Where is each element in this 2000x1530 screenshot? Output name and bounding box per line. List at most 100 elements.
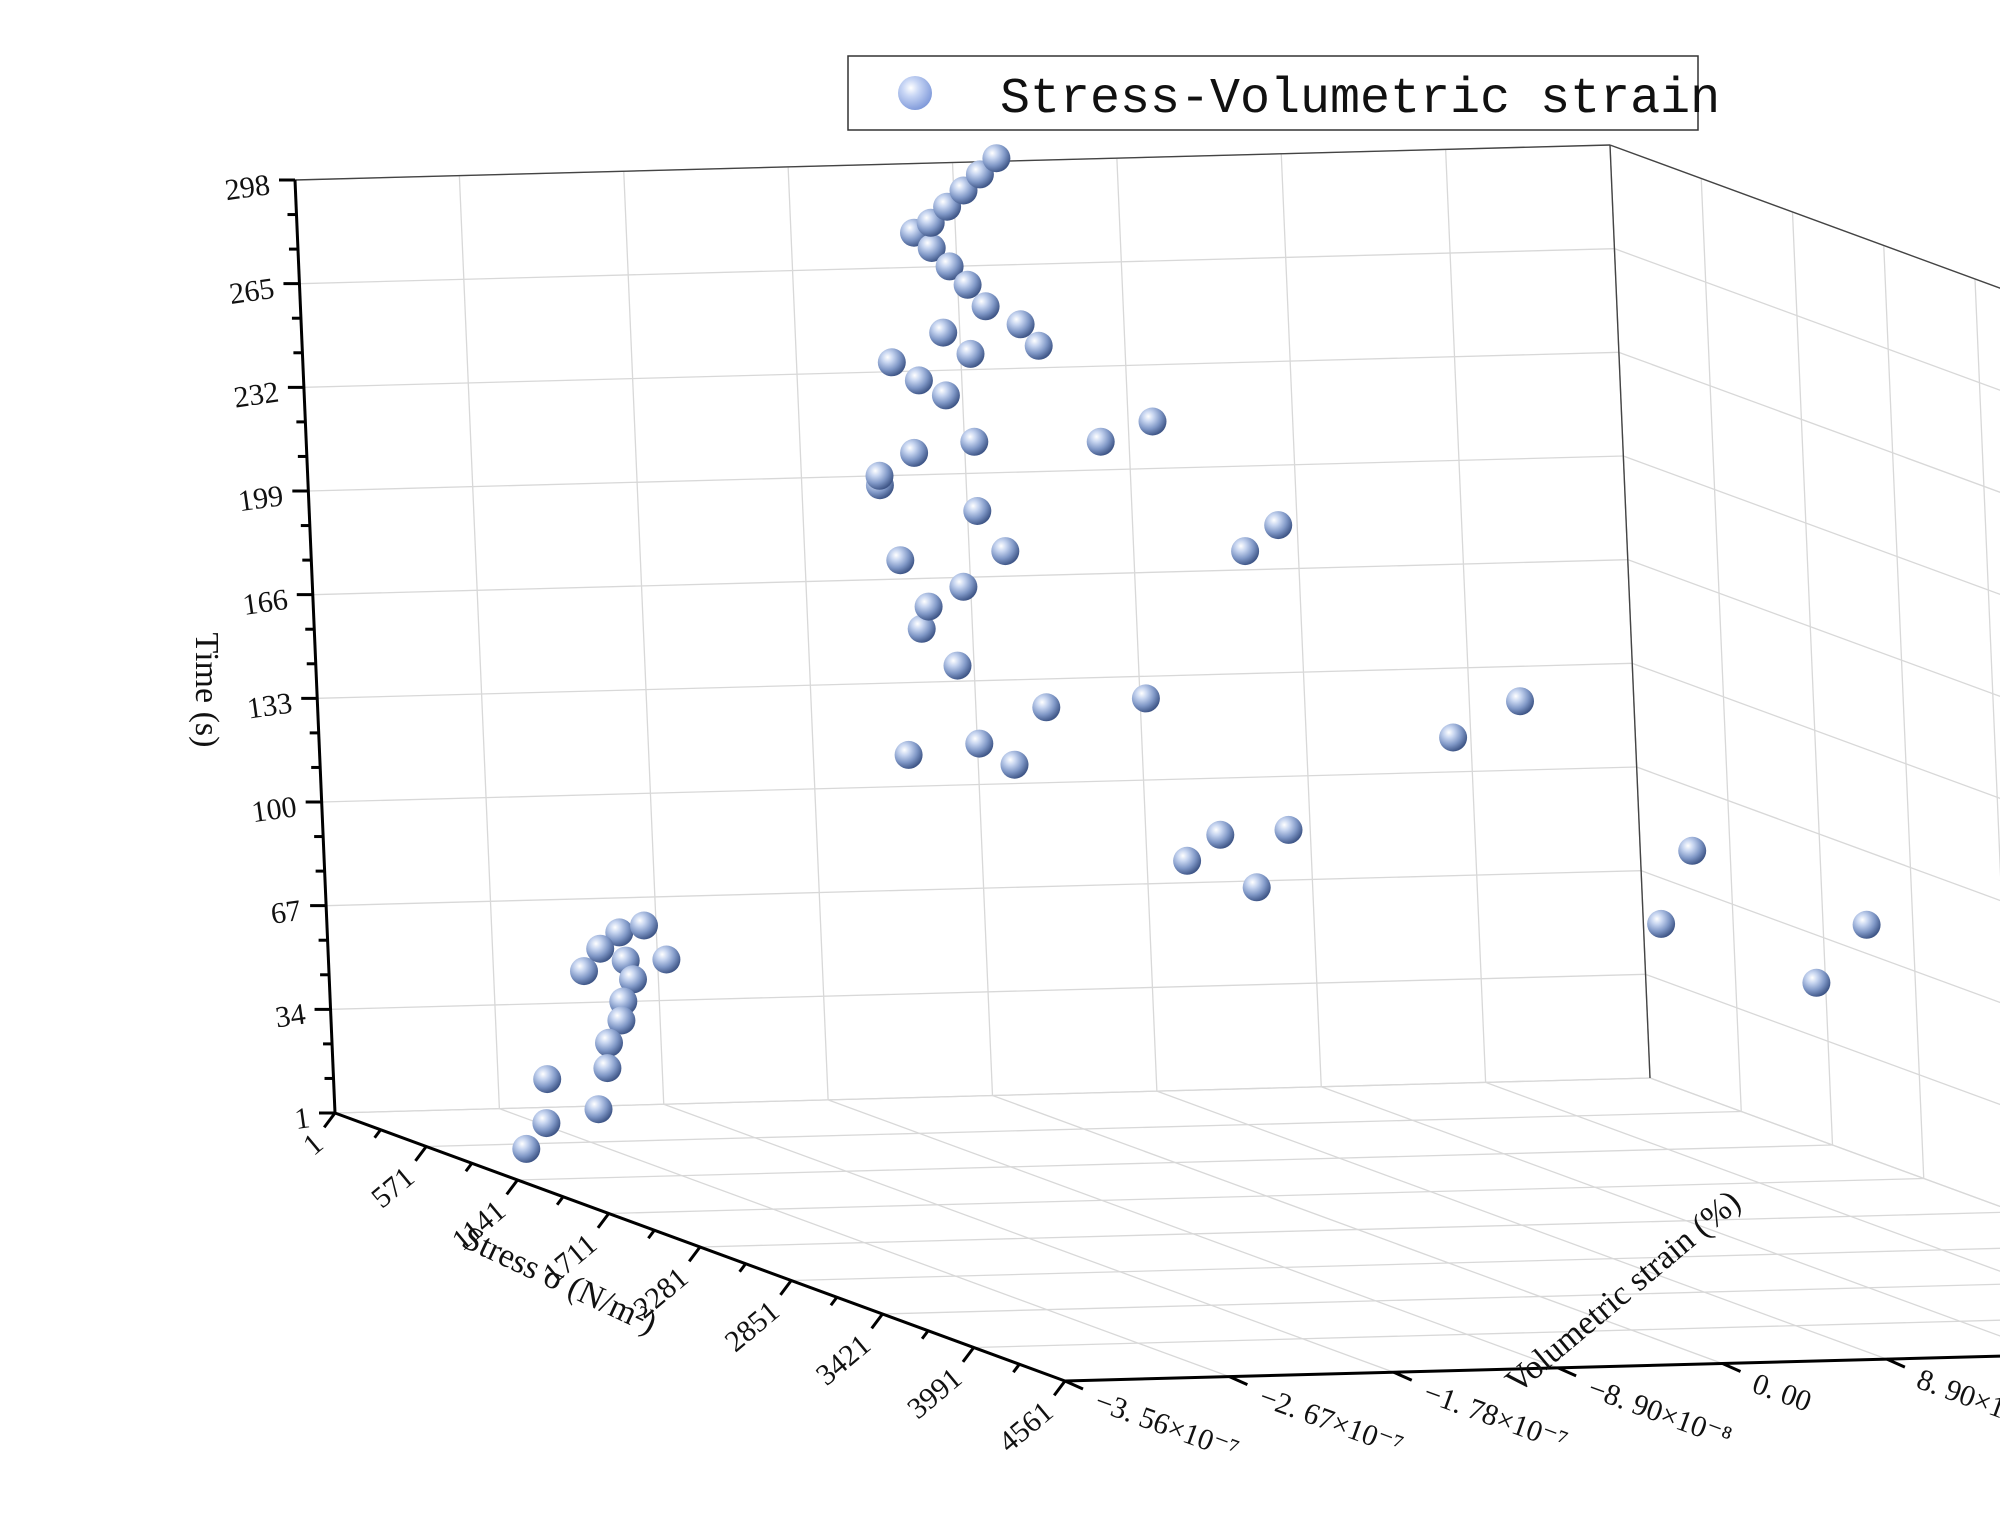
data-point (982, 144, 1011, 173)
data-point (1138, 407, 1167, 436)
data-point (917, 234, 946, 262)
x-axis-tick (323, 1112, 337, 1129)
floor-grid-line (1485, 1081, 2000, 1272)
x-axis-tick (596, 1212, 610, 1229)
z-tick-label: 1 (293, 1101, 312, 1136)
x-tick-label: 1 (297, 1127, 330, 1162)
data-point (886, 546, 915, 575)
data-point (1647, 909, 1676, 938)
wall-grid-line (623, 171, 665, 1105)
data-point (900, 438, 929, 467)
data-point (1006, 310, 1035, 339)
wall-grid-line (303, 351, 1619, 388)
y-tick-label: 8. 90×10⁻⁸ (1913, 1363, 2000, 1440)
data-point (1439, 723, 1468, 752)
wall-grid-line (1116, 158, 1158, 1092)
wall-grid-line (1280, 153, 1322, 1087)
wall-grid-line (951, 162, 994, 1096)
floor-grid-line (663, 1103, 1394, 1373)
legend: Stress-Volumetric strain (847, 55, 1720, 131)
wall-grid-line (1623, 455, 2000, 595)
x-axis-tick (373, 1128, 382, 1139)
y-tick-label: 0. 00 (1748, 1367, 1816, 1419)
z-tick-label: 100 (250, 790, 299, 829)
x-axis-tick (414, 1145, 428, 1162)
x-axis-tick (688, 1246, 702, 1263)
data-point (956, 339, 985, 368)
data-point (1802, 968, 1831, 997)
x-tick-label: 2851 (719, 1295, 786, 1359)
wall-grid-line (1974, 278, 2000, 878)
x-axis-tick (555, 1195, 565, 1206)
wall-grid-line (321, 766, 1637, 803)
data-point (877, 348, 906, 377)
x-axis-tick (779, 1279, 793, 1296)
data-point (963, 497, 992, 525)
y-tick-label: −8. 90×10⁻⁸ (1584, 1371, 1736, 1453)
x-tick-label: 4561 (992, 1395, 1059, 1459)
floor-grid-line (1156, 1090, 1888, 1360)
axis-frame (294, 144, 2000, 1079)
floor-grid-line (992, 1094, 1723, 1365)
z-tick-label: 133 (245, 687, 294, 726)
data-point (907, 614, 936, 643)
wall-grid-line (334, 1077, 1651, 1114)
data-point (935, 252, 964, 281)
y-tick-label: −3. 56×10⁻⁷ (1091, 1385, 1243, 1467)
floor-grid-line (827, 1099, 1559, 1369)
floor-grid-line (791, 1247, 2000, 1282)
data-point (532, 1109, 561, 1138)
data-point (991, 537, 1020, 566)
data-point (1231, 537, 1260, 566)
data-point (512, 1134, 541, 1163)
wall-grid-line (1627, 559, 2000, 698)
z-tick-label: 265 (227, 272, 276, 311)
y-axis-tick (1064, 1379, 1084, 1391)
legend-box (847, 55, 1699, 131)
wall-grid-line (1614, 248, 2000, 391)
data-point (584, 1095, 613, 1124)
data-points (512, 144, 1881, 1163)
data-point (943, 651, 972, 680)
x-axis-tick (829, 1296, 839, 1307)
y-axis-tick (1393, 1370, 1413, 1382)
data-point (630, 911, 658, 940)
z-axis-line (293, 179, 337, 1114)
wall-grid-line (1609, 144, 2000, 289)
data-point (570, 957, 598, 986)
x-axis-tick (1012, 1363, 1021, 1374)
data-point (593, 1054, 622, 1083)
data-point (1242, 873, 1271, 902)
wall-grid-line (1444, 149, 1487, 1083)
wall-grid-line (330, 973, 1646, 1010)
x-axis-tick (505, 1179, 519, 1196)
y-axis-tick (1228, 1375, 1248, 1386)
wall-grid-line (1700, 178, 1742, 1112)
data-point (914, 592, 943, 621)
data-point (904, 366, 933, 395)
x-axis-title: Stress σ (N/m²) (457, 1219, 663, 1341)
y-axis-tick (1721, 1362, 1742, 1373)
data-point (931, 381, 960, 410)
wall-grid-line (787, 166, 829, 1100)
data-point (533, 1065, 562, 1094)
y-axis-tick (1886, 1357, 1906, 1369)
data-point (1086, 427, 1115, 456)
wall-grid-line (317, 662, 1633, 699)
x-axis-tick (647, 1229, 656, 1240)
wall-grid-line (1649, 1077, 2000, 1208)
x-axis-tick (464, 1162, 474, 1173)
data-point (1678, 836, 1707, 865)
data-point (1173, 846, 1202, 875)
data-point (949, 572, 978, 601)
data-point (595, 1028, 623, 1057)
y-tick-label: −2. 67×10⁻⁷ (1255, 1380, 1407, 1462)
wall-grid-line (326, 870, 1642, 907)
data-point (1264, 511, 1293, 540)
data-point (607, 1006, 636, 1035)
data-point (894, 740, 923, 769)
frame-edge (294, 144, 1611, 181)
data-point (1131, 684, 1160, 713)
data-point (960, 427, 989, 456)
